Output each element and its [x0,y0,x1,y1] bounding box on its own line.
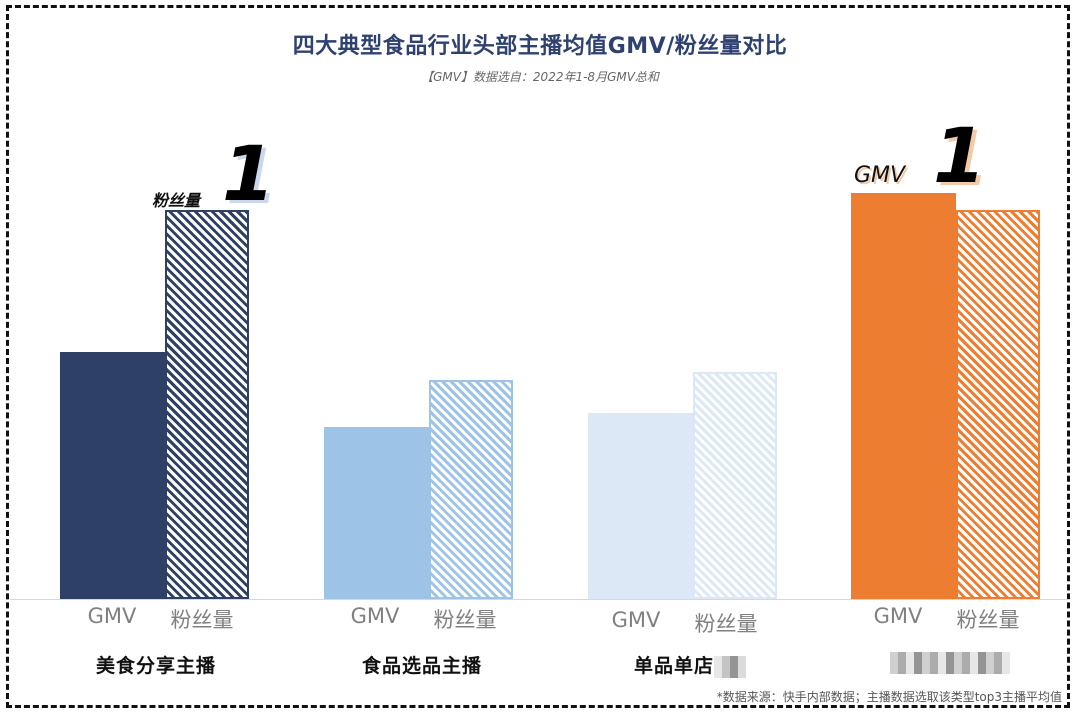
rank-badge-label-group4: GMV [854,163,906,188]
bar-gmv [851,193,956,599]
category-label: 美食分享主播 [95,655,216,677]
bar-gmv [588,413,693,599]
bar-label-gmv: GMV [87,604,137,628]
rank-badge-label-group1: 粉丝量 [152,191,201,210]
bar-fans [693,372,777,599]
bar-label-gmv: GMV [873,604,923,628]
x-axis-baseline [10,599,1070,600]
pixelated-text [714,655,746,678]
category-label: 食品选品主播 [361,655,482,677]
bar-fans [165,210,249,599]
bar-fans [429,380,513,599]
bar-fans [956,210,1040,599]
bar-gmv [60,352,165,599]
source-footnote: *数据来源：快手内部数据；主播数据选取该类型top3主播平均值 [716,690,1062,704]
bar-label-fans: 粉丝量 [694,612,758,636]
pixelated-text [890,651,1010,674]
bar-label-fans: 粉丝量 [433,608,497,632]
bar-label-gmv: GMV [611,608,661,632]
category-label [840,651,1060,674]
rank-number-group1: 1 [222,129,275,218]
chart-title: 四大典型食品行业头部主播均值GMV/粉丝量对比 [292,34,788,59]
rank-number-group4: 1 [933,111,986,200]
dashed-frame [6,5,1070,708]
bar-label-fans: 粉丝量 [170,608,234,632]
bar-label-fans: 粉丝量 [956,608,1020,632]
chart-subtitle: 【GMV】数据选自：2022年1-8月GMV总和 [421,70,659,84]
category-label: 单品单店 [580,651,800,678]
bar-gmv [324,427,429,599]
bar-label-gmv: GMV [350,604,400,628]
